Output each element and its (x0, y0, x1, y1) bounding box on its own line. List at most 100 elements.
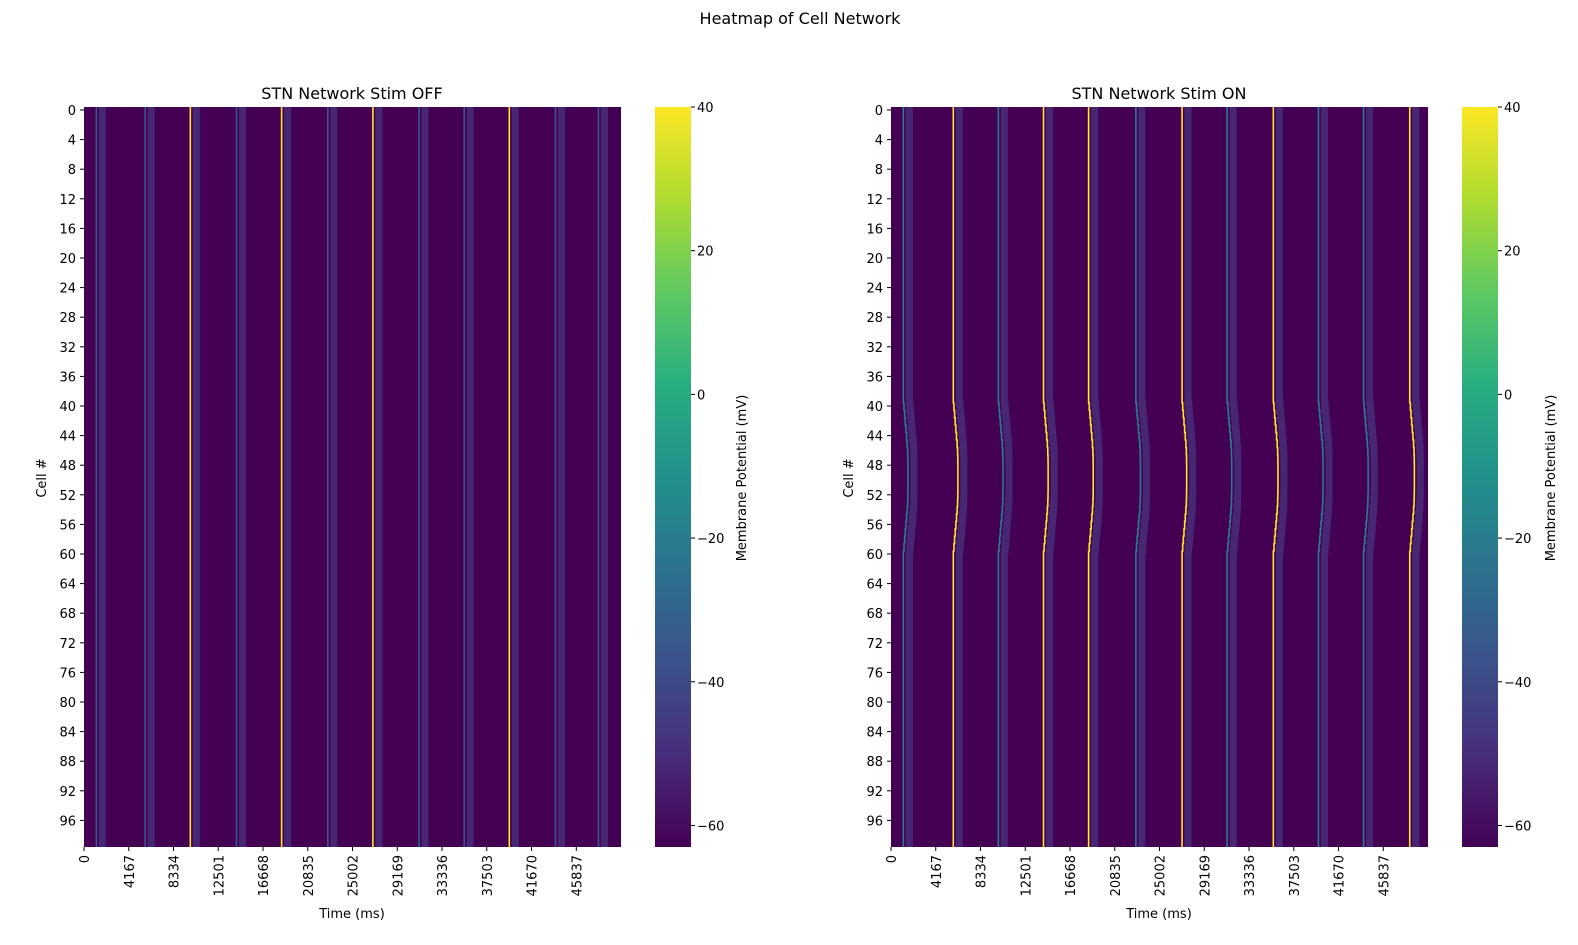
spike-wave (508, 107, 519, 847)
panel-title: STN Network Stim OFF (261, 84, 442, 103)
y-tick-label: 20 (59, 252, 76, 267)
y-tick-label: 60 (59, 548, 76, 563)
colorbar-label: Membrane Potential (mV) (735, 395, 750, 562)
colorbar-tick-label: 20 (1504, 245, 1521, 260)
y-tick-label: 52 (59, 489, 76, 504)
spike-afterband (1046, 107, 1058, 847)
x-tick-label: 20835 (1109, 855, 1124, 896)
y-tick-label: 32 (866, 341, 883, 356)
spike-wave (372, 107, 383, 847)
x-axis-label: Time (ms) (318, 907, 385, 922)
y-tick-label: 36 (59, 370, 76, 385)
spike-wave (597, 107, 608, 847)
spike-afterband (1366, 107, 1378, 847)
colorbar-tick-label: 0 (697, 388, 705, 403)
y-tick-label: 48 (59, 459, 76, 474)
spike-line (997, 107, 1004, 847)
panel-stim-on: STN Network Stim ON 04812162024283236404… (842, 84, 1559, 922)
spike-wave (1135, 107, 1150, 847)
spike-afterband (1138, 107, 1150, 847)
figure-title: Heatmap of Cell Network (700, 9, 902, 28)
spike-wave (1042, 107, 1058, 847)
spike-line (1135, 107, 1142, 847)
x-tick-label: 8334 (975, 855, 990, 888)
spike-wave (189, 107, 200, 847)
x-tick-label: 29169 (1198, 855, 1213, 896)
spike-line (1042, 107, 1049, 847)
y-tick-label: 84 (866, 726, 883, 741)
x-tick-label: 25002 (347, 855, 362, 896)
spike-line (1226, 107, 1233, 847)
y-tick-label: 12 (866, 193, 883, 208)
x-tick-label: 33336 (1243, 855, 1258, 896)
x-axis-label: Time (ms) (1125, 907, 1192, 922)
x-tick-label: 0 (78, 855, 93, 863)
spike-line (1362, 107, 1369, 847)
x-tick-label: 16668 (1064, 855, 1079, 896)
x-tick-label: 45837 (1377, 855, 1392, 896)
y-tick-label: 80 (59, 696, 76, 711)
spike-wave (1181, 107, 1197, 847)
x-tick-label: 0 (885, 855, 900, 863)
y-tick-label: 0 (875, 104, 883, 119)
y-tick-label: 40 (59, 400, 76, 415)
y-tick-label: 88 (59, 755, 76, 770)
y-tick-label: 84 (59, 726, 76, 741)
x-tick-label: 33336 (436, 855, 451, 896)
spike-wave (418, 107, 429, 847)
spike-wave (1272, 107, 1288, 847)
spike-line (1181, 107, 1188, 847)
colorbar-tick-label: −60 (1504, 819, 1531, 834)
panel-stim-off: STN Network Stim OFF 0481216202428323640… (35, 84, 750, 922)
colorbar: 40 20 0 −20 −40 −60 (1462, 101, 1531, 847)
y-tick-label: 96 (866, 814, 883, 829)
y-tick-label: 0 (68, 104, 76, 119)
y-tick-label: 44 (866, 430, 883, 445)
colorbar-gradient (655, 107, 691, 847)
y-tick-label: 28 (866, 311, 883, 326)
y-tick-label: 36 (866, 370, 883, 385)
y-tick-label: 4 (875, 134, 883, 149)
colorbar-tick-label: 40 (697, 101, 714, 116)
y-tick-label: 40 (866, 400, 883, 415)
x-tick-label: 41670 (1333, 855, 1348, 896)
y-tick-label: 68 (866, 607, 883, 622)
x-tick-label: 41670 (526, 855, 541, 896)
heatmap-area (84, 107, 621, 847)
y-tick-label: 92 (866, 785, 883, 800)
y-tick-label: 64 (59, 578, 76, 593)
y-tick-label: 76 (866, 666, 883, 681)
y-tick-labels: 0481216202428323640444852566064687276808… (866, 104, 891, 829)
y-tick-label: 16 (866, 222, 883, 237)
spike-line (952, 107, 959, 847)
y-tick-label: 48 (866, 459, 883, 474)
x-tick-label: 12501 (212, 855, 227, 896)
y-tick-label: 24 (59, 282, 76, 297)
colorbar-tick-label: −40 (1504, 676, 1531, 691)
spike-wave (463, 107, 474, 847)
y-tick-label: 44 (59, 430, 76, 445)
spike-wave (1087, 107, 1103, 847)
x-tick-labels: 0 4167 8334 12501 16668 20835 25002 29169 33336 3… (78, 847, 585, 896)
y-tick-label: 96 (59, 814, 76, 829)
spike-wave (95, 107, 106, 847)
y-tick-labels: 0481216202428323640444852566064687276808… (59, 104, 84, 829)
y-tick-label: 56 (59, 518, 76, 533)
heatmap-background (891, 107, 1428, 847)
spike-wave (1317, 107, 1333, 847)
spike-wave (280, 107, 292, 847)
y-tick-label: 80 (866, 696, 883, 711)
heatmap-area (891, 107, 1428, 847)
spike-wave (952, 107, 968, 847)
colorbar: 40 20 0 −20 −40 −60 (655, 101, 724, 847)
y-tick-label: 8 (875, 163, 883, 178)
y-axis-label: Cell # (35, 458, 50, 497)
y-tick-label: 24 (866, 282, 883, 297)
x-tick-label: 12501 (1019, 855, 1034, 896)
colorbar-tick-label: −60 (697, 819, 724, 834)
spike-wave (1362, 107, 1378, 847)
y-tick-label: 76 (59, 666, 76, 681)
colorbar-gradient (1462, 107, 1498, 847)
y-tick-label: 56 (866, 518, 883, 533)
y-tick-label: 60 (866, 548, 883, 563)
